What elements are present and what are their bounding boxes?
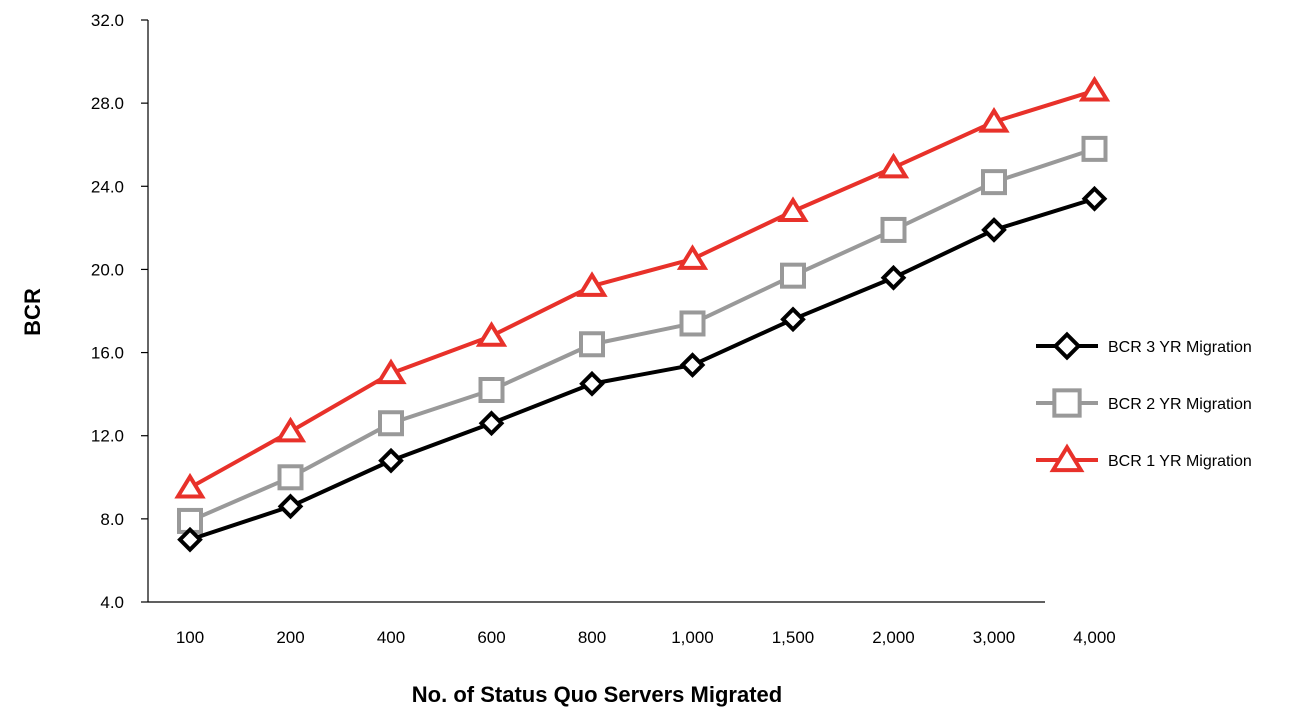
legend-item: BCR 1 YR Migration [1036, 443, 1252, 473]
data-point-square [579, 331, 605, 358]
data-point-triangle [777, 196, 809, 223]
series-square [177, 135, 1108, 534]
y-tick-label: 28.0 [91, 94, 124, 113]
x-tick-label: 1,000 [671, 628, 714, 647]
data-point-triangle [576, 271, 608, 297]
axes [147, 20, 1045, 603]
data-point-diamond [478, 410, 505, 437]
data-point-triangle [676, 244, 709, 270]
legend-item: BCR 3 YR Migration [1036, 331, 1252, 361]
series-diamond [177, 185, 1108, 553]
x-tick-label: 3,000 [973, 628, 1016, 647]
legend-swatch-marker [1052, 388, 1082, 418]
legend: BCR 3 YR Migration BCR 2 YR Migration BCR … [1036, 331, 1252, 473]
series-line [189, 196, 1096, 542]
data-point-square [679, 310, 706, 337]
data-point-square [378, 410, 404, 437]
data-point-square [981, 169, 1007, 196]
data-point-triangle [174, 472, 206, 499]
legend-swatch-marker [1049, 443, 1085, 473]
data-point-square [780, 262, 806, 289]
x-tick-label: 2,000 [872, 628, 915, 647]
data-point-triangle [375, 358, 407, 385]
data-point-diamond [981, 217, 1007, 243]
data-point-diamond [880, 264, 907, 291]
x-tick-label: 800 [578, 628, 606, 647]
data-point-diamond [378, 447, 404, 474]
y-tick-label: 4.0 [100, 593, 124, 612]
y-tick-label: 8.0 [100, 510, 124, 529]
x-tick-label: 4,000 [1073, 628, 1116, 647]
y-tick-label: 32.0 [91, 11, 124, 30]
y-tick-label: 20.0 [91, 260, 124, 279]
legend-label: BCR 2 YR Migration [1108, 396, 1252, 413]
data-point-triangle [877, 152, 910, 179]
data-point-square [880, 216, 907, 243]
x-tick-label: 1,500 [772, 628, 815, 647]
x-axis-title: No. of Status Quo Servers Migrated [412, 682, 782, 707]
x-tick-label: 400 [377, 628, 405, 647]
data-point-square [478, 376, 505, 403]
data-point-square [1081, 135, 1108, 162]
data-point-diamond [177, 526, 203, 553]
data-point-diamond [579, 370, 605, 397]
y-axis-title: BCR [20, 288, 45, 336]
x-tick-label: 200 [276, 628, 304, 647]
series-line [189, 88, 1096, 490]
data-point-diamond [1081, 185, 1108, 212]
series-line [189, 146, 1096, 523]
x-tick-labels: 100 200 400 600 800 1,000 1,500 2,000 3,000 4,000 [176, 628, 1116, 647]
data-point-triangle [978, 107, 1010, 133]
legend-label: BCR 1 YR Migration [1108, 453, 1252, 470]
y-tick-label: 24.0 [91, 177, 124, 196]
data-point-triangle [475, 321, 508, 347]
y-tick-label: 12.0 [91, 427, 124, 446]
data-point-diamond [780, 306, 806, 333]
data-point-diamond [277, 493, 304, 520]
legend-item: BCR 2 YR Migration [1036, 388, 1252, 418]
series-triangle [174, 75, 1111, 499]
y-tick-labels: 4.0 8.0 12.0 16.0 20.0 24.0 28.0 32.0 [91, 11, 148, 612]
legend-swatch-marker [1052, 331, 1082, 361]
series-lines [174, 75, 1111, 553]
data-point-square [277, 464, 304, 491]
data-point-triangle [274, 416, 307, 443]
x-tick-label: 100 [176, 628, 204, 647]
legend-label: BCR 3 YR Migration [1108, 339, 1252, 356]
data-point-diamond [679, 352, 706, 378]
x-tick-label: 600 [477, 628, 505, 647]
y-tick-label: 16.0 [91, 344, 124, 363]
data-point-triangle [1078, 75, 1111, 102]
